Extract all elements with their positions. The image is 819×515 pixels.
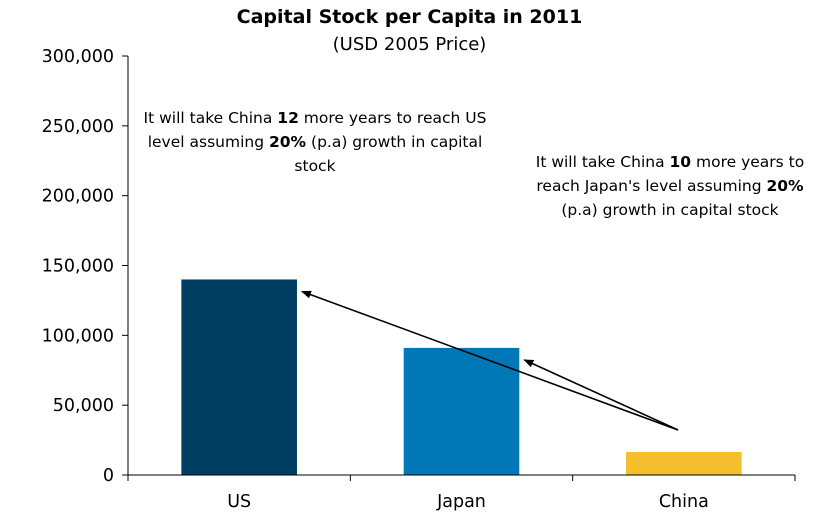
annotation-japan-years: 10: [669, 153, 692, 171]
y-tick-label: 0: [103, 466, 114, 486]
bar-us: [181, 279, 297, 475]
x-tick-label: Japan: [436, 492, 486, 512]
annotation-japan: It will take China 10 more years to reac…: [525, 150, 815, 222]
annotation-japan-pre: It will take China: [535, 153, 670, 171]
arrow-china-to-us: [301, 290, 679, 431]
annotation-us-mid: more years to reach US level assuming: [147, 109, 487, 151]
annotation-us-post: (p.a) growth in capital stock: [294, 133, 483, 175]
annotation-us-pre: It will take China: [143, 109, 278, 127]
annotation-japan-mid: more years to reach Japan's level assumi…: [536, 153, 805, 195]
annotation-us-years: 12: [277, 109, 299, 127]
y-tick-label: 50,000: [53, 396, 114, 416]
annotation-japan-post: (p.a) growth in capital stock: [561, 201, 779, 219]
arrow-china-to-japan: [523, 359, 679, 431]
y-tick-label: 100,000: [42, 326, 114, 346]
annotation-japan-rate: 20%: [766, 177, 804, 195]
annotation-us: It will take China 12 more years to reac…: [140, 106, 490, 178]
y-tick-label: 200,000: [42, 187, 114, 207]
chart-title: Capital Stock per Capita in 2011: [236, 6, 583, 28]
bar-china: [626, 451, 742, 475]
chart-subtitle: (USD 2005 Price): [332, 34, 487, 55]
y-tick-label: 250,000: [42, 117, 114, 137]
x-tick-label: China: [659, 492, 709, 512]
annotation-us-rate: 20%: [268, 133, 307, 151]
x-tick-label: US: [227, 492, 251, 512]
y-tick-label: 300,000: [42, 47, 114, 67]
y-tick-label: 150,000: [42, 257, 114, 277]
bar-japan: [403, 347, 520, 475]
